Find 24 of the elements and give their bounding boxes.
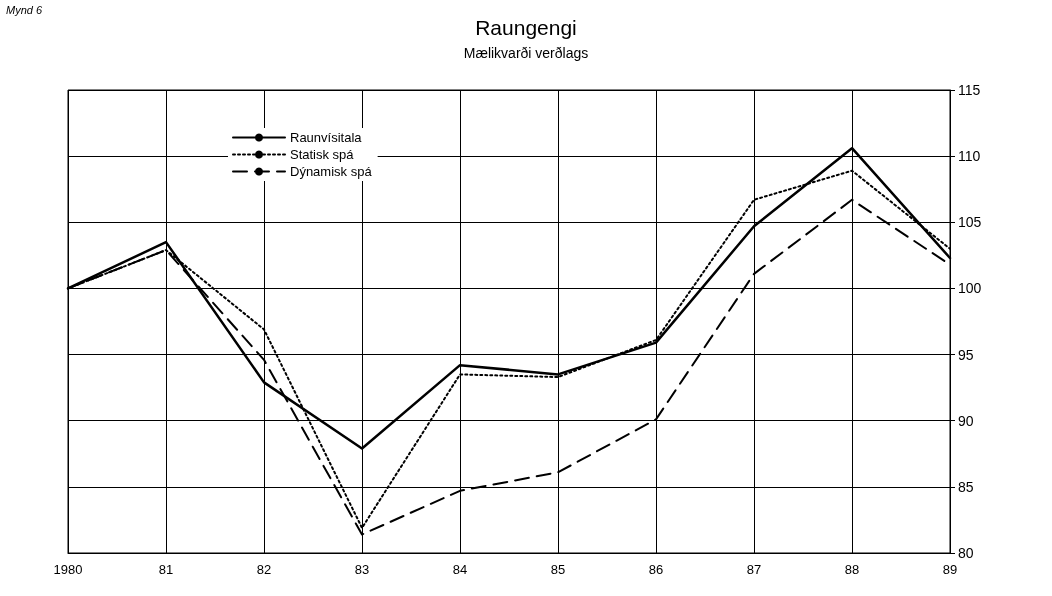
y-tick-label: 110	[958, 148, 981, 165]
y-tick-label: 100	[958, 280, 982, 297]
y-tick-label: 95	[958, 346, 974, 363]
y-tick-label: 115	[958, 82, 981, 98]
legend-label: Raunvísitala	[290, 130, 363, 145]
x-tick-label: 81	[158, 562, 174, 577]
y-tick-label: 105	[958, 214, 982, 231]
x-tick-label: 1980	[53, 562, 83, 577]
x-tick-label: 82	[256, 562, 272, 577]
y-tick-label: 80	[958, 545, 974, 561]
x-tick-label: 85	[550, 562, 566, 577]
x-tick-label: 87	[746, 562, 762, 577]
x-tick-label: 86	[648, 562, 664, 577]
y-tick-label: 90	[958, 412, 974, 429]
x-tick-label: 84	[452, 562, 468, 577]
legend-label: Dýnamisk spá	[290, 164, 373, 179]
x-tick-label: 83	[354, 562, 370, 577]
x-tick-label: 88	[844, 562, 860, 577]
y-tick-label: 85	[958, 478, 974, 495]
x-tick-label: 89	[942, 562, 958, 577]
text: Mynd 6	[6, 3, 43, 16]
chart-title: Raungengi	[475, 16, 577, 39]
chart-subtitle: Mælikvarði verðlags	[463, 45, 589, 61]
legend-label: Statisk spá	[290, 147, 355, 162]
